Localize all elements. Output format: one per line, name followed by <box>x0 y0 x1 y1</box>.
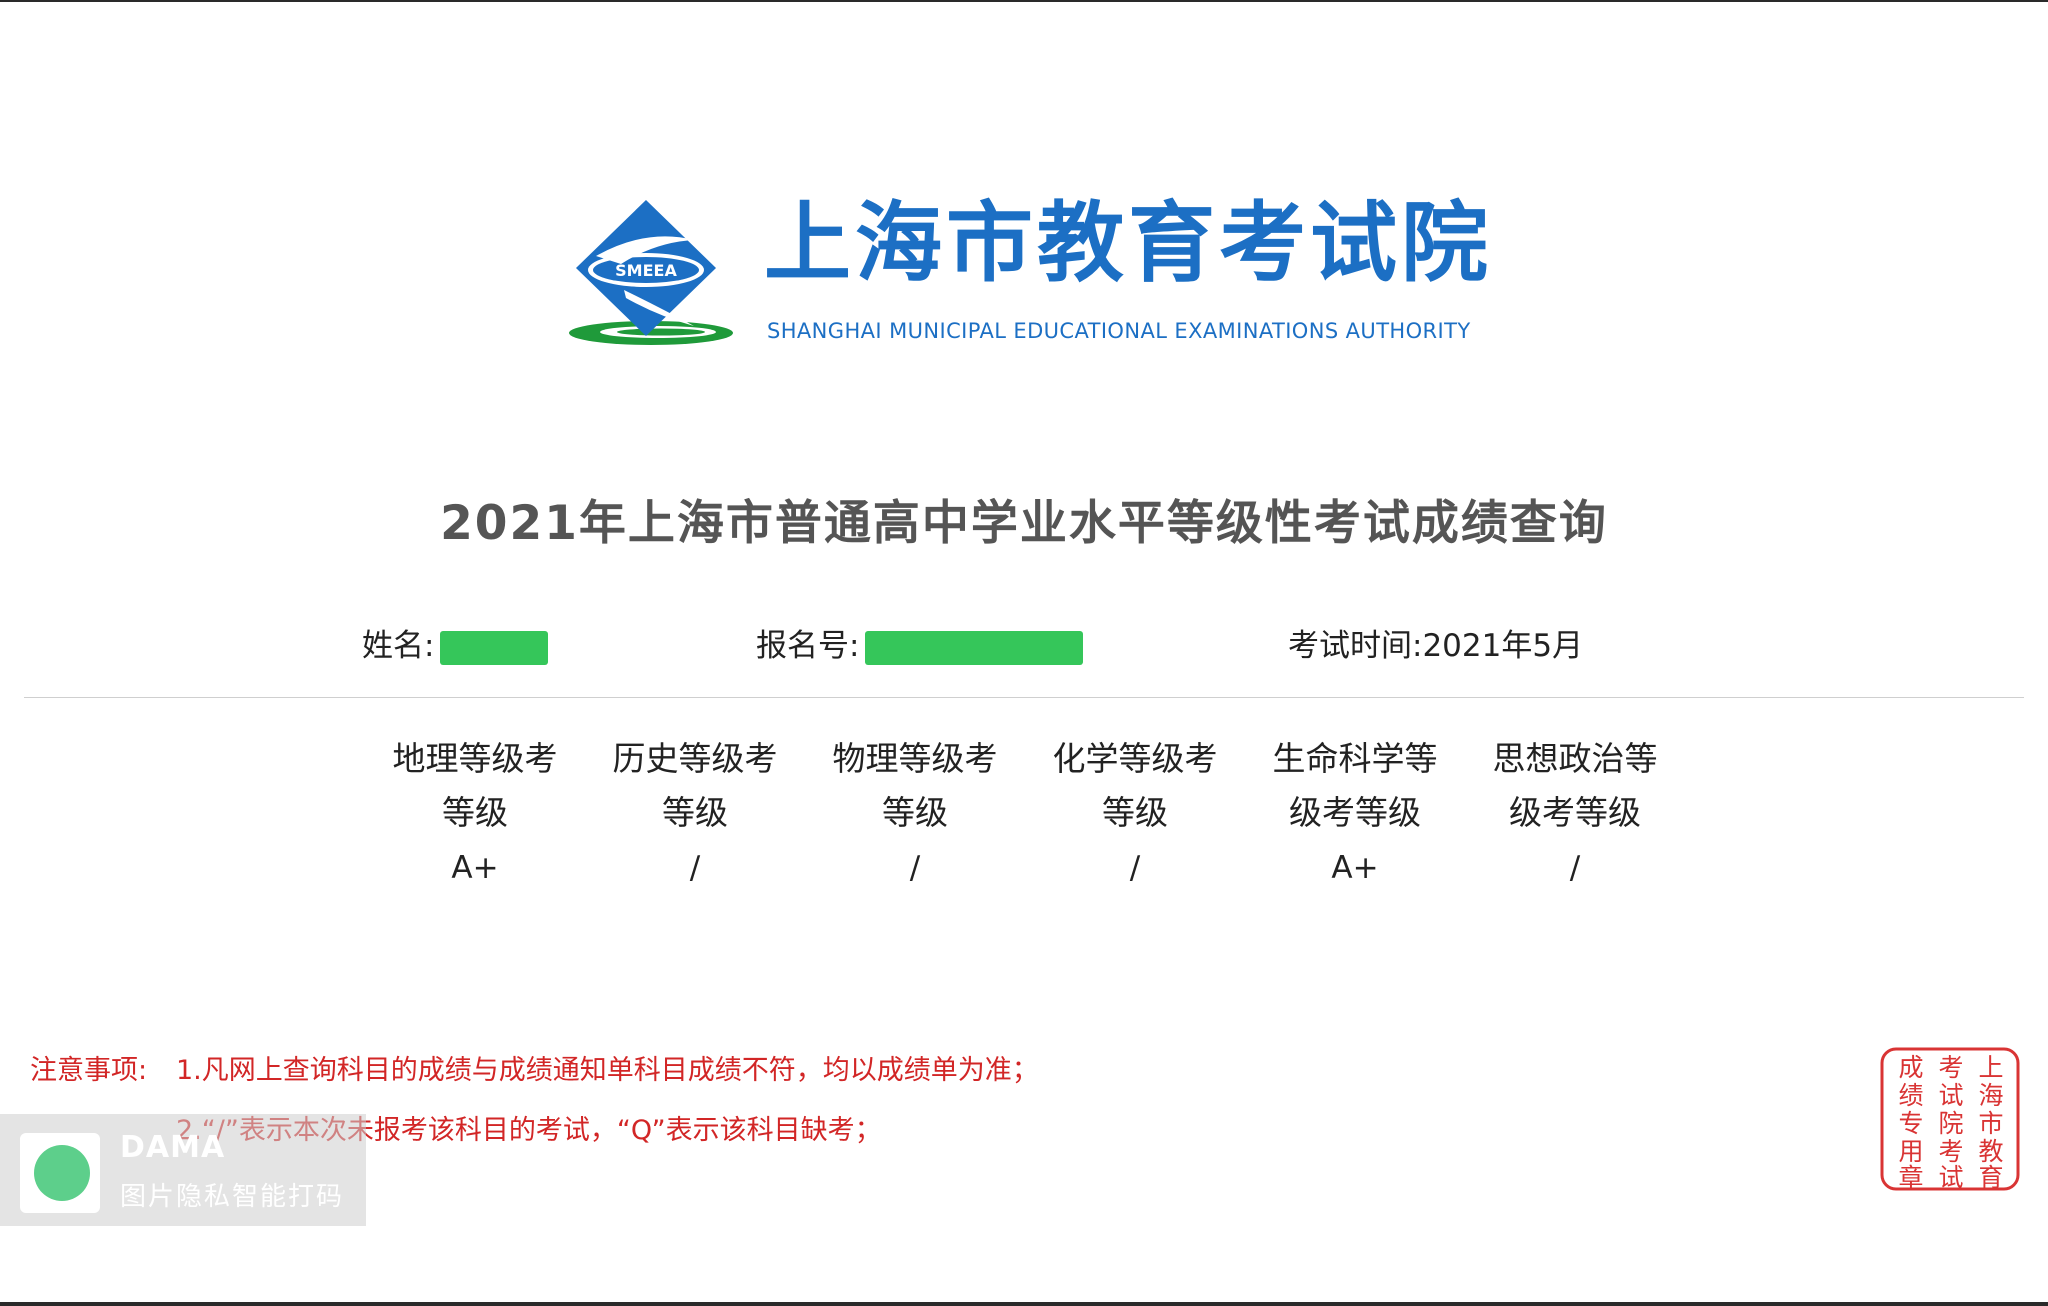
org-name-cn: 上海市教育考试院 <box>764 192 1492 294</box>
grade-header-line: 思想政治等 <box>1492 739 1658 778</box>
grade-header: 思想政治等 级考等级 <box>1465 732 1685 840</box>
seal-char: 试 <box>1938 1163 1963 1192</box>
grade-header: 地理等级考 等级 <box>365 732 585 840</box>
grade-header: 物理等级考 等级 <box>805 732 1025 840</box>
seal-char: 海 <box>1978 1081 2003 1110</box>
seal-char: 上 <box>1978 1053 2003 1082</box>
name-redaction-mask <box>440 630 549 665</box>
name-label: 姓名: <box>362 628 435 664</box>
watermark-title: DAMA <box>120 1130 226 1165</box>
grade-column-geography: 地理等级考 等级 A+ <box>365 732 585 886</box>
grade-value: A+ <box>451 850 499 886</box>
reg-redaction-mask <box>865 630 1084 665</box>
grade-column-politics: 思想政治等 级考等级 / <box>1465 732 1685 886</box>
seal-char: 考 <box>1938 1053 1963 1082</box>
registration-number-field: 报名号: <box>756 620 1084 665</box>
grade-column-history: 历史等级考 等级 / <box>585 732 805 886</box>
grade-header-line: 级考等级 <box>1509 793 1641 832</box>
seal-char: 考 <box>1938 1137 1963 1166</box>
seal-char: 专 <box>1898 1109 1923 1138</box>
grade-header-line: 物理等级考 <box>832 739 998 778</box>
privacy-watermark: DAMA 图片隐私智能打码 <box>0 1114 366 1226</box>
grade-header-line: 生命科学等 <box>1272 739 1438 778</box>
grade-header-line: 等级 <box>442 793 508 832</box>
grade-header-line: 历史等级考 <box>612 739 778 778</box>
official-seal-icon: 上 海 市 教 育 考 试 院 考 试 成 绩 专 用 章 <box>1880 1047 2020 1192</box>
grade-value: / <box>689 850 701 886</box>
seal-char: 试 <box>1938 1081 1963 1110</box>
grade-header-line: 地理等级考 <box>392 739 558 778</box>
exam-time-value: 2021年5月 <box>1422 628 1584 664</box>
seal-char: 院 <box>1938 1109 1963 1138</box>
seal-char: 市 <box>1978 1109 2003 1138</box>
grade-header-line: 等级 <box>662 793 728 832</box>
grade-value: / <box>1569 850 1581 886</box>
grade-header: 生命科学等 级考等级 <box>1245 732 1465 840</box>
grade-column-physics: 物理等级考 等级 / <box>805 732 1025 886</box>
grade-value: A+ <box>1331 850 1379 886</box>
exam-time-label: 考试时间: <box>1288 628 1423 664</box>
divider <box>24 697 2024 698</box>
smeea-logo-icon: SMEEA <box>569 200 733 345</box>
grade-header-line: 化学等级考 <box>1052 739 1218 778</box>
note-item: 1.凡网上查询科目的成绩与成绩通知单科目成绩不符，均以成绩单为准； <box>176 1055 1039 1086</box>
grades-table: 地理等级考 等级 A+ 历史等级考 等级 / 物理等级考 等级 / 化学等级考 … <box>365 732 1685 886</box>
org-name-en: SHANGHAI MUNICIPAL EDUCATIONAL EXAMINATI… <box>767 319 1471 343</box>
seal-char: 成 <box>1898 1053 1923 1082</box>
grade-header-line: 级考等级 <box>1289 793 1421 832</box>
grade-value: / <box>909 850 921 886</box>
seal-char: 育 <box>1978 1163 2003 1192</box>
seal-char: 用 <box>1898 1137 1923 1166</box>
top-border <box>0 0 2048 2</box>
seal-char: 绩 <box>1898 1081 1923 1110</box>
watermark-dot-icon <box>34 1145 90 1201</box>
seal-char: 章 <box>1898 1163 1923 1192</box>
notes-label: 注意事项: <box>30 1055 148 1086</box>
grade-header-line: 等级 <box>1102 793 1168 832</box>
grade-header-line: 等级 <box>882 793 948 832</box>
watermark-subtitle: 图片隐私智能打码 <box>120 1182 345 1212</box>
watermark-logo-icon <box>20 1133 100 1213</box>
bottom-border <box>0 1302 2048 1306</box>
grade-value: / <box>1129 850 1141 886</box>
logo-emblem-text: SMEEA <box>615 261 677 280</box>
grade-column-chemistry: 化学等级考 等级 / <box>1025 732 1245 886</box>
seal-char: 教 <box>1978 1137 2003 1166</box>
grade-column-life-science: 生命科学等 级考等级 A+ <box>1245 732 1465 886</box>
grade-header: 化学等级考 等级 <box>1025 732 1245 840</box>
exam-time-field: 考试时间:2021年5月 <box>1288 620 1583 665</box>
page-title: 2021年上海市普通高中学业水平等级性考试成绩查询 <box>440 496 1608 551</box>
reg-label: 报名号: <box>756 628 860 664</box>
student-name-field: 姓名: <box>362 620 549 665</box>
grade-header: 历史等级考 等级 <box>585 732 805 840</box>
